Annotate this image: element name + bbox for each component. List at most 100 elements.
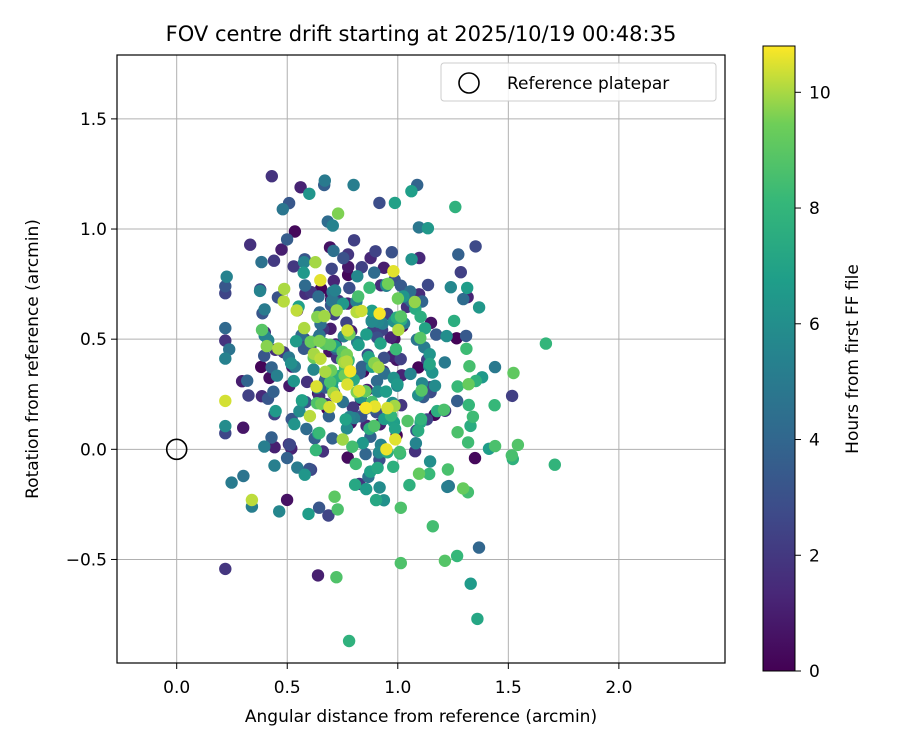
colorbar-tick-label: 4 <box>809 431 820 451</box>
data-point <box>372 361 385 374</box>
data-point <box>450 332 463 345</box>
data-point <box>418 322 432 335</box>
data-point <box>293 405 306 418</box>
data-point <box>468 451 482 465</box>
data-point <box>389 343 403 356</box>
data-point <box>459 329 473 343</box>
colorbar-tick-label: 10 <box>809 83 831 103</box>
plot-frame <box>116 54 726 664</box>
data-point <box>258 440 271 453</box>
data-point <box>384 331 397 344</box>
data-point <box>370 374 384 388</box>
data-point <box>457 292 470 306</box>
data-point <box>241 374 254 387</box>
data-point <box>423 467 436 481</box>
data-point <box>346 440 359 453</box>
data-point <box>352 338 365 352</box>
data-point <box>312 501 326 514</box>
data-point <box>318 174 331 187</box>
data-point <box>430 328 443 341</box>
data-point <box>548 458 561 471</box>
data-point <box>289 335 303 348</box>
data-point <box>255 360 268 374</box>
colorbar-tick-label: 8 <box>809 199 820 219</box>
data-point <box>314 352 327 365</box>
data-point <box>322 410 336 423</box>
data-point <box>300 375 314 389</box>
data-point <box>365 315 378 328</box>
data-point <box>456 482 470 495</box>
data-point <box>288 417 301 431</box>
data-point <box>437 403 451 416</box>
data-point <box>423 348 436 361</box>
data-point <box>311 569 325 582</box>
data-point <box>300 422 313 436</box>
data-point <box>488 439 502 453</box>
x-tick-label: 0.0 <box>163 678 190 698</box>
data-point <box>423 357 436 371</box>
data-point <box>380 443 393 456</box>
data-point <box>237 469 250 483</box>
data-point <box>253 284 267 298</box>
x-axis-label: Angular distance from reference (arcmin) <box>245 707 597 727</box>
data-point <box>276 203 289 216</box>
data-point <box>463 360 476 373</box>
data-point <box>369 493 383 507</box>
data-point <box>472 541 486 554</box>
data-point <box>270 369 284 382</box>
data-point <box>331 207 345 220</box>
x-tick-label: 2.0 <box>605 678 632 698</box>
data-point <box>469 240 482 253</box>
data-point <box>265 170 278 183</box>
data-point <box>348 478 362 491</box>
data-point <box>368 419 381 433</box>
data-point <box>355 304 368 318</box>
data-point <box>379 385 393 398</box>
data-point <box>287 260 300 273</box>
data-point <box>438 356 451 369</box>
y-tick-label: −0.5 <box>66 550 107 570</box>
data-point <box>242 389 255 402</box>
data-point <box>404 367 417 381</box>
data-point <box>412 424 425 437</box>
data-point <box>280 493 294 507</box>
data-point <box>460 342 473 355</box>
data-point <box>462 378 475 391</box>
data-point <box>297 266 310 279</box>
data-point <box>340 355 353 368</box>
data-point <box>326 432 339 445</box>
data-point <box>244 238 257 251</box>
colorbar-gradient <box>762 45 796 672</box>
data-point <box>415 384 428 397</box>
data-point <box>307 363 320 376</box>
data-point <box>344 365 357 378</box>
data-point <box>451 426 464 439</box>
data-point <box>326 219 339 232</box>
data-point <box>412 221 426 234</box>
data-point <box>452 248 465 261</box>
data-point <box>394 310 408 323</box>
data-point <box>323 400 336 414</box>
data-point <box>275 243 288 256</box>
data-point <box>414 412 428 426</box>
data-point <box>351 270 364 283</box>
data-point <box>272 342 285 355</box>
chart-title: FOV centre drift starting at 2025/10/19 … <box>166 22 677 46</box>
data-point <box>255 323 269 337</box>
data-point <box>355 360 369 373</box>
data-point <box>511 438 525 452</box>
legend-box <box>440 62 717 102</box>
data-point <box>303 409 317 423</box>
colorbar-tick-label: 2 <box>809 546 820 566</box>
data-point <box>388 422 402 436</box>
x-tick-label: 1.5 <box>495 678 522 698</box>
data-point <box>359 447 372 461</box>
x-tick-label: 1.0 <box>384 678 411 698</box>
data-point <box>387 460 400 473</box>
data-point <box>325 262 338 275</box>
data-point <box>401 414 414 428</box>
data-point <box>280 451 294 465</box>
data-point <box>342 634 356 648</box>
data-point <box>451 394 464 408</box>
data-point <box>330 390 343 403</box>
